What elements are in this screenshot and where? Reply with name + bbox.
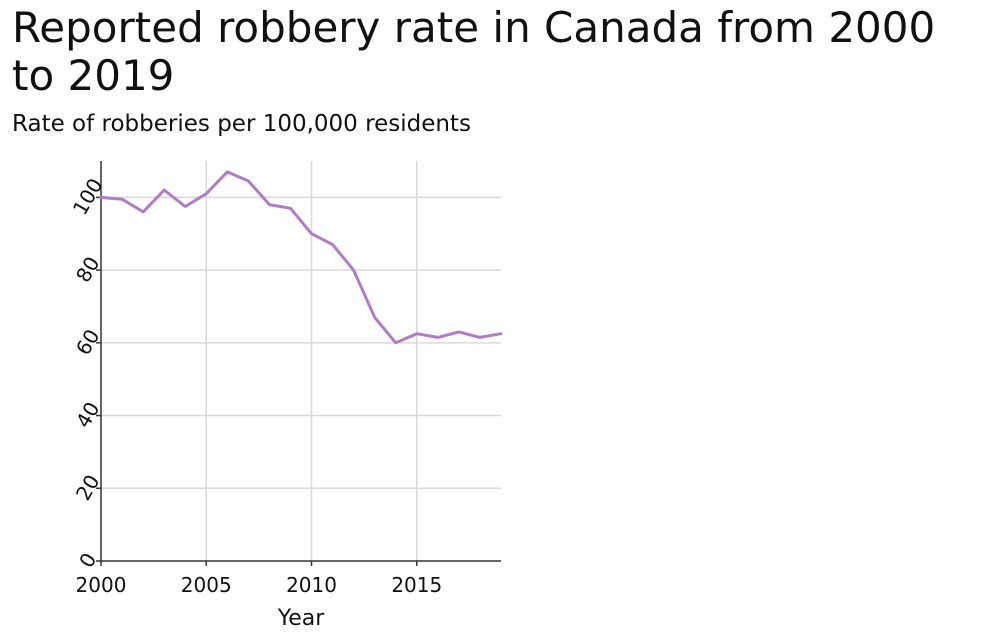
x-tick-label: 2015 [391,573,442,597]
series-line [99,170,503,345]
y-tick-label: 80 [71,252,105,286]
y-tick-label: 60 [71,325,105,359]
y-tick-label: 20 [71,471,105,505]
axes [96,161,501,566]
grid-lines [101,161,501,561]
y-tick-label: 0 [74,549,101,572]
chart-title: Reported robbery rate in Canada from 200… [12,3,936,100]
chart-subtitle: Rate of robberies per 100,000 residents [12,111,471,137]
x-tick-label: 2010 [286,573,337,597]
series-layer [99,170,503,345]
x-tick-label: 2005 [181,573,232,597]
y-tick-label: 40 [71,398,105,432]
x-axis-label: Year [277,606,326,631]
x-tick-label: 2000 [76,573,127,597]
